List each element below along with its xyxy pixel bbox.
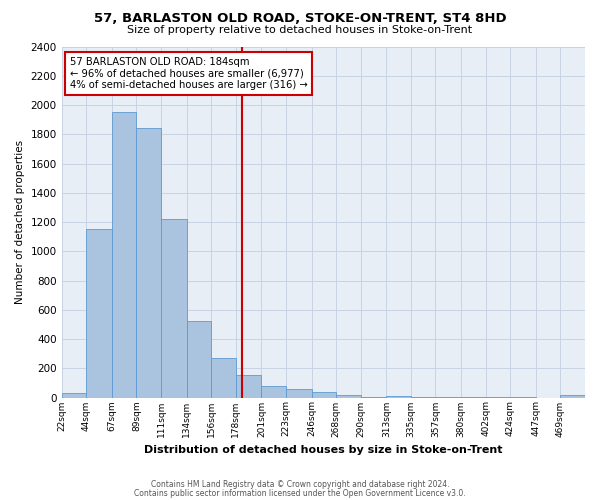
Text: Size of property relative to detached houses in Stoke-on-Trent: Size of property relative to detached ho… <box>127 25 473 35</box>
Text: Contains HM Land Registry data © Crown copyright and database right 2024.: Contains HM Land Registry data © Crown c… <box>151 480 449 489</box>
Text: 57 BARLASTON OLD ROAD: 184sqm
← 96% of detached houses are smaller (6,977)
4% of: 57 BARLASTON OLD ROAD: 184sqm ← 96% of d… <box>70 57 307 90</box>
Text: 57, BARLASTON OLD ROAD, STOKE-ON-TRENT, ST4 8HD: 57, BARLASTON OLD ROAD, STOKE-ON-TRENT, … <box>94 12 506 26</box>
Text: Contains public sector information licensed under the Open Government Licence v3: Contains public sector information licen… <box>134 488 466 498</box>
Bar <box>211 358 236 398</box>
Bar <box>62 393 86 398</box>
Bar <box>187 322 211 398</box>
Bar <box>560 396 585 398</box>
Bar <box>286 390 311 398</box>
Bar <box>112 112 136 398</box>
Bar <box>236 375 262 398</box>
Bar <box>86 230 112 398</box>
Bar <box>311 392 336 398</box>
Y-axis label: Number of detached properties: Number of detached properties <box>15 140 25 304</box>
Bar <box>411 397 436 398</box>
Bar <box>361 397 386 398</box>
X-axis label: Distribution of detached houses by size in Stoke-on-Trent: Distribution of detached houses by size … <box>144 445 503 455</box>
Bar <box>386 396 411 398</box>
Bar <box>336 394 361 398</box>
Bar <box>262 386 286 398</box>
Bar <box>136 128 161 398</box>
Bar <box>161 219 187 398</box>
